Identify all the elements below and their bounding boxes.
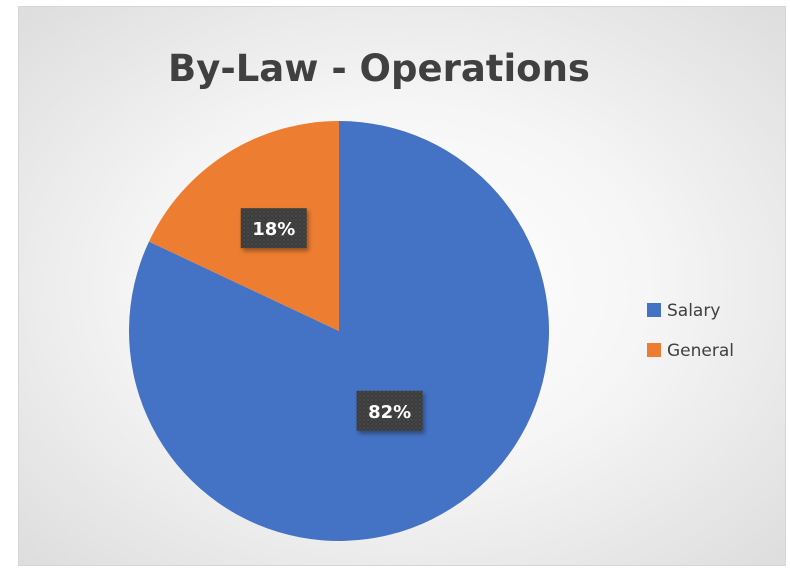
pie-slice-salary [129, 121, 550, 541]
data-labels: 82% 18% [240, 208, 423, 431]
legend-label: General [667, 341, 734, 361]
pie-slices [129, 121, 550, 541]
data-label-text: 18% [252, 219, 295, 240]
legend-swatch [647, 303, 661, 317]
data-label-box [240, 208, 307, 249]
chart-title: By-Law - Operations [168, 47, 590, 90]
data-label-text: 82% [368, 402, 411, 423]
data-label-general: 18% [240, 208, 307, 249]
data-label-box [356, 390, 423, 431]
pie-chart: 82% 18% Salary General [129, 121, 734, 541]
legend-label: Salary [667, 301, 720, 321]
legend-item-general: General [647, 341, 734, 361]
legend-item-salary: Salary [647, 301, 720, 321]
legend: Salary General [647, 301, 734, 361]
data-label-salary: 82% [356, 390, 423, 431]
legend-swatch [647, 343, 661, 357]
chart-area: By-Law - Operations 82% 18% Salary General [18, 6, 786, 566]
